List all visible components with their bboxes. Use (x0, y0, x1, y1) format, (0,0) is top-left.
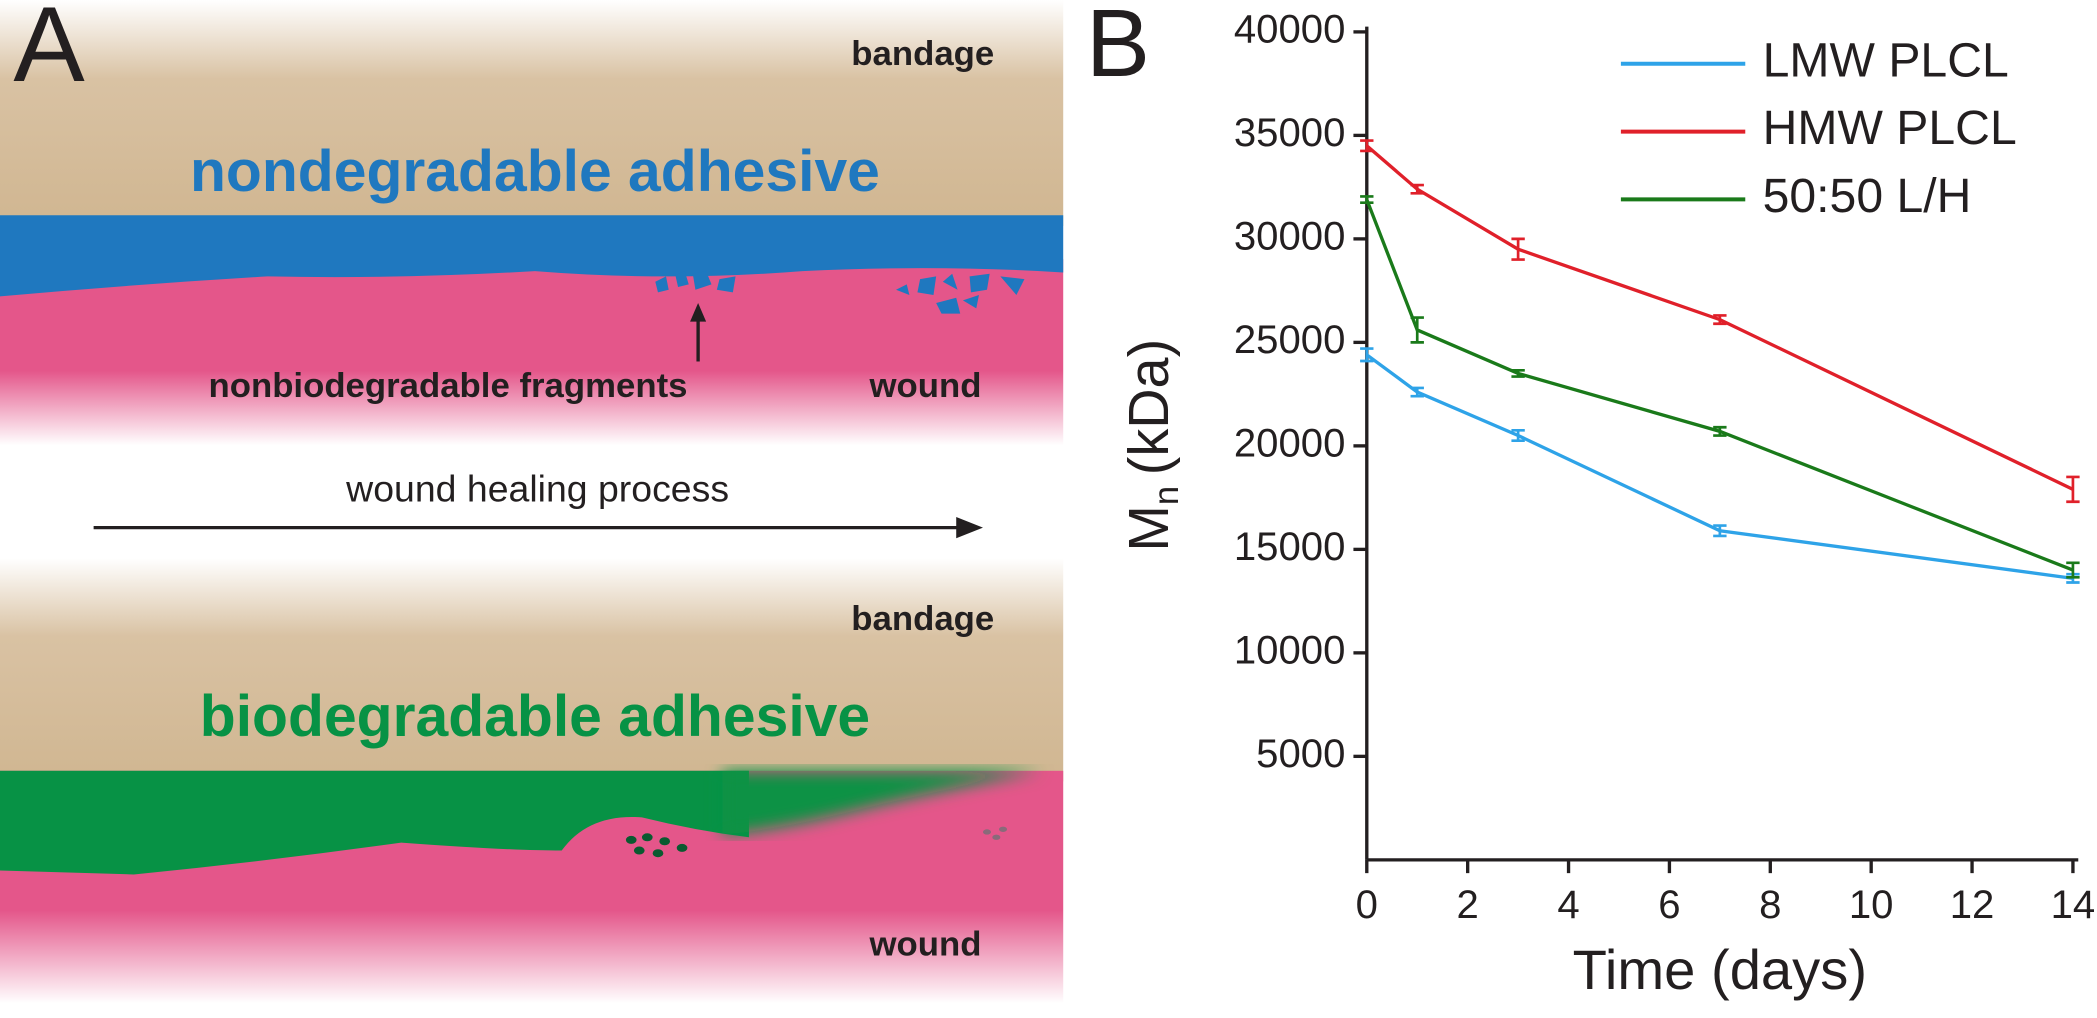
y-tick-label: 30000 (1234, 215, 1346, 259)
legend-label: 50:50 L/H (1763, 170, 1972, 223)
error-bar (1511, 429, 1525, 443)
error-bar (1360, 139, 1374, 153)
error-bar (1360, 347, 1374, 363)
error-bar (1410, 183, 1424, 195)
y-axis-title-main: M (1116, 505, 1179, 551)
panel-label: B (1086, 0, 1150, 97)
x-tick-label: 10 (1849, 883, 1894, 927)
fragments (655, 271, 1025, 314)
error-bar (1713, 425, 1727, 437)
legend-label: LMW PLCL (1763, 35, 2009, 88)
adhesive-layer (0, 770, 749, 875)
error-bar (1511, 368, 1525, 378)
x-tick-label: 0 (1356, 883, 1378, 927)
adhesive-label: biodegradable adhesive (200, 684, 870, 749)
x-tick-label: 4 (1557, 883, 1579, 927)
error-bar (1713, 524, 1727, 538)
x-tick-label: 8 (1759, 883, 1781, 927)
y-axis-title-unit: (kDa) (1116, 339, 1179, 475)
x-tick-label: 6 (1658, 883, 1680, 927)
adhesive-layer (0, 215, 1064, 297)
y-tick-label: 20000 (1234, 422, 1346, 466)
y-tick-label: 5000 (1256, 732, 1345, 776)
y-tick-label: 10000 (1234, 629, 1346, 673)
wound-layer (0, 259, 1064, 446)
series-line (1365, 198, 2074, 572)
x-axis-title: Time (days) (1573, 938, 1867, 1001)
y-tick-label: 40000 (1234, 8, 1346, 52)
x-tick-label: 2 (1457, 883, 1479, 927)
y-tick-label: 25000 (1234, 318, 1346, 362)
panel-a-bottom: bandage biodegradable adhesive wound (0, 558, 1064, 1004)
x-tick-label: 12 (1950, 883, 1995, 927)
bandage-label: bandage (851, 600, 994, 638)
wound-label: wound (868, 367, 981, 405)
legend-label: HMW PLCL (1763, 102, 2017, 155)
error-bar (2066, 561, 2080, 579)
x-tick-label: 14 (2051, 883, 2096, 927)
arrow-head (690, 303, 707, 322)
fragments-label: nonbiodegradable fragments (208, 367, 687, 405)
y-tick-label: 15000 (1234, 525, 1346, 569)
process-label: wound healing process (345, 468, 729, 510)
bandage-layer (0, 0, 1064, 226)
fragments (625, 826, 1008, 858)
error-bar (1511, 237, 1525, 261)
panel-a-top: A bandage nondegradable adhesive nonbiod… (0, 0, 1064, 446)
adhesive-fade (722, 770, 1044, 835)
adhesive-label: nondegradable adhesive (190, 139, 880, 204)
bandage-label: bandage (851, 35, 994, 73)
error-bar (1713, 314, 1727, 326)
y-tick-label: 35000 (1234, 111, 1346, 155)
process-arrow-head (956, 516, 983, 539)
bandage-layer (0, 558, 1064, 782)
chart: B Time (days) Mn (kDa) 5000 10000 15000 2000… (1086, 0, 2095, 1001)
error-bar (1410, 386, 1424, 398)
y-axis-title: Mn (kDa) (1116, 339, 1186, 552)
series-line (1365, 353, 2074, 580)
error-bar (1410, 316, 1424, 344)
y-axis-title-sub: n (1148, 486, 1186, 505)
wound-label: wound (868, 925, 981, 963)
error-bar (2066, 475, 2080, 504)
error-bar (1360, 195, 1374, 204)
panel-label: A (13, 0, 84, 104)
